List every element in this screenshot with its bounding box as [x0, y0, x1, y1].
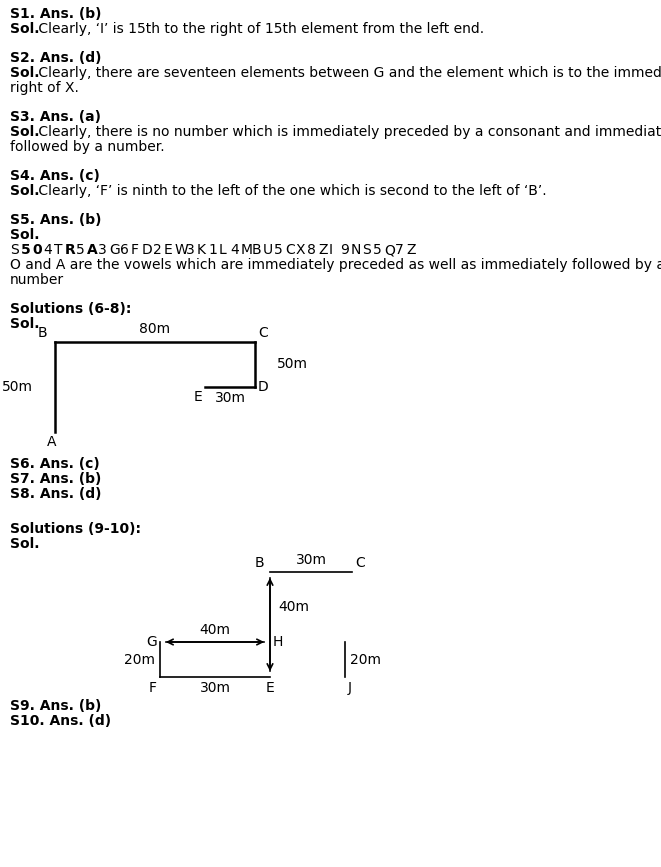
Text: 4: 4: [230, 243, 239, 257]
Text: Clearly, there is no number which is immediately preceded by a consonant and imm: Clearly, there is no number which is imm…: [34, 125, 661, 139]
Text: 30m: 30m: [200, 681, 231, 695]
Text: N: N: [351, 243, 362, 257]
Text: D: D: [258, 380, 269, 394]
Text: number: number: [10, 273, 64, 287]
Text: W: W: [175, 243, 189, 257]
Text: 9: 9: [340, 243, 349, 257]
Text: T: T: [54, 243, 63, 257]
Text: S7. Ans. (b): S7. Ans. (b): [10, 472, 101, 486]
Text: Sol.: Sol.: [10, 184, 40, 198]
Text: Clearly, there are seventeen elements between G and the element which is to the : Clearly, there are seventeen elements be…: [34, 66, 661, 80]
Text: 50m: 50m: [277, 357, 308, 371]
Text: 30m: 30m: [215, 391, 245, 405]
Text: 3: 3: [186, 243, 195, 257]
Text: B: B: [252, 243, 262, 257]
Text: M: M: [241, 243, 253, 257]
Text: S10. Ans. (d): S10. Ans. (d): [10, 714, 111, 728]
Text: S: S: [362, 243, 371, 257]
Text: 20m: 20m: [124, 653, 155, 667]
Text: E: E: [193, 390, 202, 404]
Text: H: H: [273, 635, 284, 649]
Text: Z: Z: [406, 243, 416, 257]
Text: 3: 3: [98, 243, 106, 257]
Text: S8. Ans. (d): S8. Ans. (d): [10, 487, 102, 501]
Text: S3. Ans. (a): S3. Ans. (a): [10, 110, 101, 124]
Text: Sol.: Sol.: [10, 22, 40, 36]
Text: Sol.: Sol.: [10, 317, 40, 331]
Text: 30m: 30m: [295, 553, 327, 567]
Text: A: A: [87, 243, 98, 257]
Text: C: C: [258, 326, 268, 340]
Text: 50m: 50m: [2, 380, 33, 394]
Text: L: L: [219, 243, 227, 257]
Text: 7: 7: [395, 243, 404, 257]
Text: Sol.: Sol.: [10, 228, 40, 242]
Text: D: D: [142, 243, 153, 257]
Text: Z: Z: [318, 243, 327, 257]
Text: E: E: [164, 243, 173, 257]
Text: S1. Ans. (b): S1. Ans. (b): [10, 7, 102, 21]
Text: G: G: [146, 635, 157, 649]
Text: S2. Ans. (d): S2. Ans. (d): [10, 51, 102, 65]
Text: J: J: [348, 681, 352, 695]
Text: Clearly, ‘I’ is 15th to the right of 15th element from the left end.: Clearly, ‘I’ is 15th to the right of 15t…: [34, 22, 484, 36]
Text: 5: 5: [76, 243, 85, 257]
Text: 4: 4: [43, 243, 52, 257]
Text: F: F: [131, 243, 139, 257]
Text: C: C: [355, 556, 365, 570]
Text: B: B: [254, 556, 264, 570]
Text: Sol.: Sol.: [10, 66, 40, 80]
Text: Solutions (6-8):: Solutions (6-8):: [10, 302, 132, 316]
Text: S9. Ans. (b): S9. Ans. (b): [10, 699, 101, 713]
Text: followed by a number.: followed by a number.: [10, 140, 165, 154]
Text: 5: 5: [21, 243, 31, 257]
Text: S4. Ans. (c): S4. Ans. (c): [10, 169, 100, 183]
Text: B: B: [38, 326, 47, 340]
Text: Q: Q: [384, 243, 395, 257]
Text: Solutions (9-10):: Solutions (9-10):: [10, 522, 141, 536]
Text: U: U: [263, 243, 273, 257]
Text: E: E: [266, 681, 274, 695]
Text: X: X: [296, 243, 305, 257]
Text: A: A: [47, 435, 57, 449]
Text: 40m: 40m: [200, 623, 231, 637]
Text: 5: 5: [274, 243, 283, 257]
Text: Sol.: Sol.: [10, 537, 40, 551]
Text: 1: 1: [208, 243, 217, 257]
Text: F: F: [149, 681, 157, 695]
Text: Clearly, ‘F’ is ninth to the left of the one which is second to the left of ‘B’.: Clearly, ‘F’ is ninth to the left of the…: [34, 184, 547, 198]
Text: S: S: [10, 243, 19, 257]
Text: O and A are the vowels which are immediately preceded as well as immediately fol: O and A are the vowels which are immedia…: [10, 258, 661, 272]
Text: K: K: [197, 243, 206, 257]
Text: 40m: 40m: [278, 600, 309, 614]
Text: G: G: [109, 243, 120, 257]
Text: R: R: [65, 243, 76, 257]
Text: Sol.: Sol.: [10, 125, 40, 139]
Text: C: C: [285, 243, 295, 257]
Text: 5: 5: [373, 243, 382, 257]
Text: 2: 2: [153, 243, 162, 257]
Text: 0: 0: [32, 243, 42, 257]
Text: 6: 6: [120, 243, 129, 257]
Text: S5. Ans. (b): S5. Ans. (b): [10, 213, 102, 227]
Text: 20m: 20m: [350, 653, 381, 667]
Text: S6. Ans. (c): S6. Ans. (c): [10, 457, 100, 471]
Text: 8: 8: [307, 243, 316, 257]
Text: right of X.: right of X.: [10, 81, 79, 95]
Text: I: I: [329, 243, 333, 257]
Text: 80m: 80m: [139, 322, 171, 336]
